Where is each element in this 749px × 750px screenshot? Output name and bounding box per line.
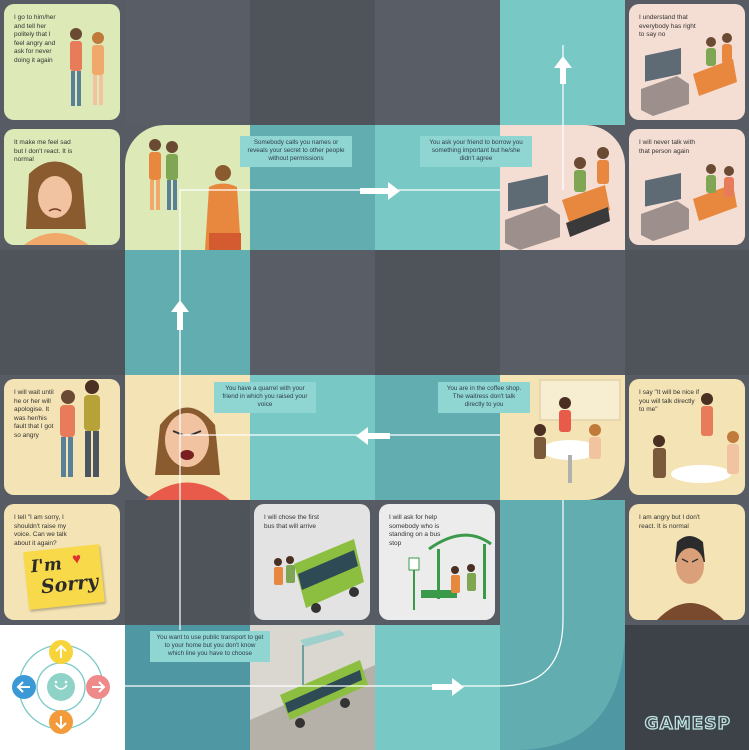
- arrow-up-button: [49, 640, 73, 664]
- angry-man-illustration: [657, 536, 724, 620]
- living-room-illustration: [641, 164, 737, 241]
- couple-illustration: [60, 380, 100, 477]
- board-tile: [125, 250, 250, 375]
- friends-illustration: [149, 139, 241, 250]
- card-answer[interactable]: I will never talk with that person again: [629, 129, 745, 245]
- sorry-note: I'm Sorry ♥: [23, 544, 105, 610]
- card-text: I will never talk with that person again: [639, 139, 695, 155]
- card-answer[interactable]: I will ask for help somebody who is stan…: [379, 504, 495, 620]
- card-answer[interactable]: I understand that everybody has right to…: [629, 4, 745, 120]
- board-tile: [250, 250, 375, 375]
- card-text: I go to him/her and tell her politely th…: [14, 14, 56, 64]
- card-text: I tell "I am sorry, I shouldn't raise my…: [14, 514, 67, 547]
- card-answer[interactable]: I say "It will be nice if you will talk …: [629, 379, 745, 495]
- board-tile: [625, 250, 749, 375]
- board-tile: [0, 250, 125, 375]
- callout-coffee: You are in the coffee shop. The waitress…: [438, 382, 530, 413]
- callout-text: You have a quarrel with your friend in w…: [222, 385, 308, 409]
- callout-text: You are in the coffee shop. The waitress…: [446, 385, 522, 409]
- board-tile: [125, 0, 250, 125]
- callout-borrow: You ask your friend to borrow you someth…: [420, 136, 532, 167]
- card-text: I say "It will be nice if you will talk …: [639, 389, 700, 414]
- callout-text: You want to use public transport to get …: [156, 634, 264, 658]
- arrow-left-button: [12, 675, 36, 699]
- callout-names: Somebody calls you names or reveals your…: [240, 136, 352, 167]
- card-text: I understand that everybody has right to…: [639, 14, 696, 39]
- joystick-icon: [12, 640, 110, 734]
- card-answer[interactable]: I go to him/her and tell her politely th…: [4, 4, 120, 120]
- card-answer[interactable]: I am angry but I don't react. It is norm…: [629, 504, 745, 620]
- board-tile: [375, 0, 500, 125]
- card-text: I will wait until he or her will apologi…: [14, 389, 54, 439]
- board-tile: [500, 0, 625, 125]
- arrow-right-button: [86, 675, 110, 699]
- callout-bus: You want to use public transport to get …: [150, 631, 270, 662]
- board-tile: [375, 250, 500, 375]
- couple-illustration: [70, 28, 104, 106]
- coffee-table-illustration: [653, 393, 739, 483]
- scene-names: [125, 125, 250, 250]
- sad-girl-illustration: [24, 161, 89, 245]
- board-tile: [125, 500, 250, 625]
- bus-stop-illustration: [408, 533, 492, 610]
- start-tile: [0, 625, 125, 750]
- board-tile: [500, 500, 625, 625]
- card-text: I am angry but I don't react. It is norm…: [639, 514, 700, 530]
- callout-text: You ask your friend to borrow you someth…: [429, 139, 523, 163]
- board-tile: [250, 0, 375, 125]
- callout-text: Somebody calls you names or reveals your…: [247, 139, 345, 163]
- card-text: It make me feel sad but I don't react. I…: [14, 139, 73, 164]
- card-answer[interactable]: I will wait until he or her will apologi…: [4, 379, 120, 495]
- card-answer[interactable]: It make me feel sad but I don't react. I…: [4, 129, 120, 245]
- heart-icon: ♥: [71, 550, 82, 568]
- card-answer[interactable]: I tell "I am sorry, I shouldn't raise my…: [4, 504, 120, 620]
- board-tile: [500, 250, 625, 375]
- living-room-illustration: [641, 33, 737, 116]
- card-answer[interactable]: I will chose the first bus that will arr…: [254, 504, 370, 620]
- arrow-down-button: [49, 710, 73, 734]
- callout-quarrel: You have a quarrel with your friend in w…: [214, 382, 316, 413]
- gamesp-logo: GAMESP: [644, 713, 731, 734]
- sorry-line-2: Sorry: [39, 570, 100, 599]
- board-curve: [500, 625, 749, 750]
- board-tile: [375, 625, 500, 750]
- bus-illustration: [274, 539, 364, 613]
